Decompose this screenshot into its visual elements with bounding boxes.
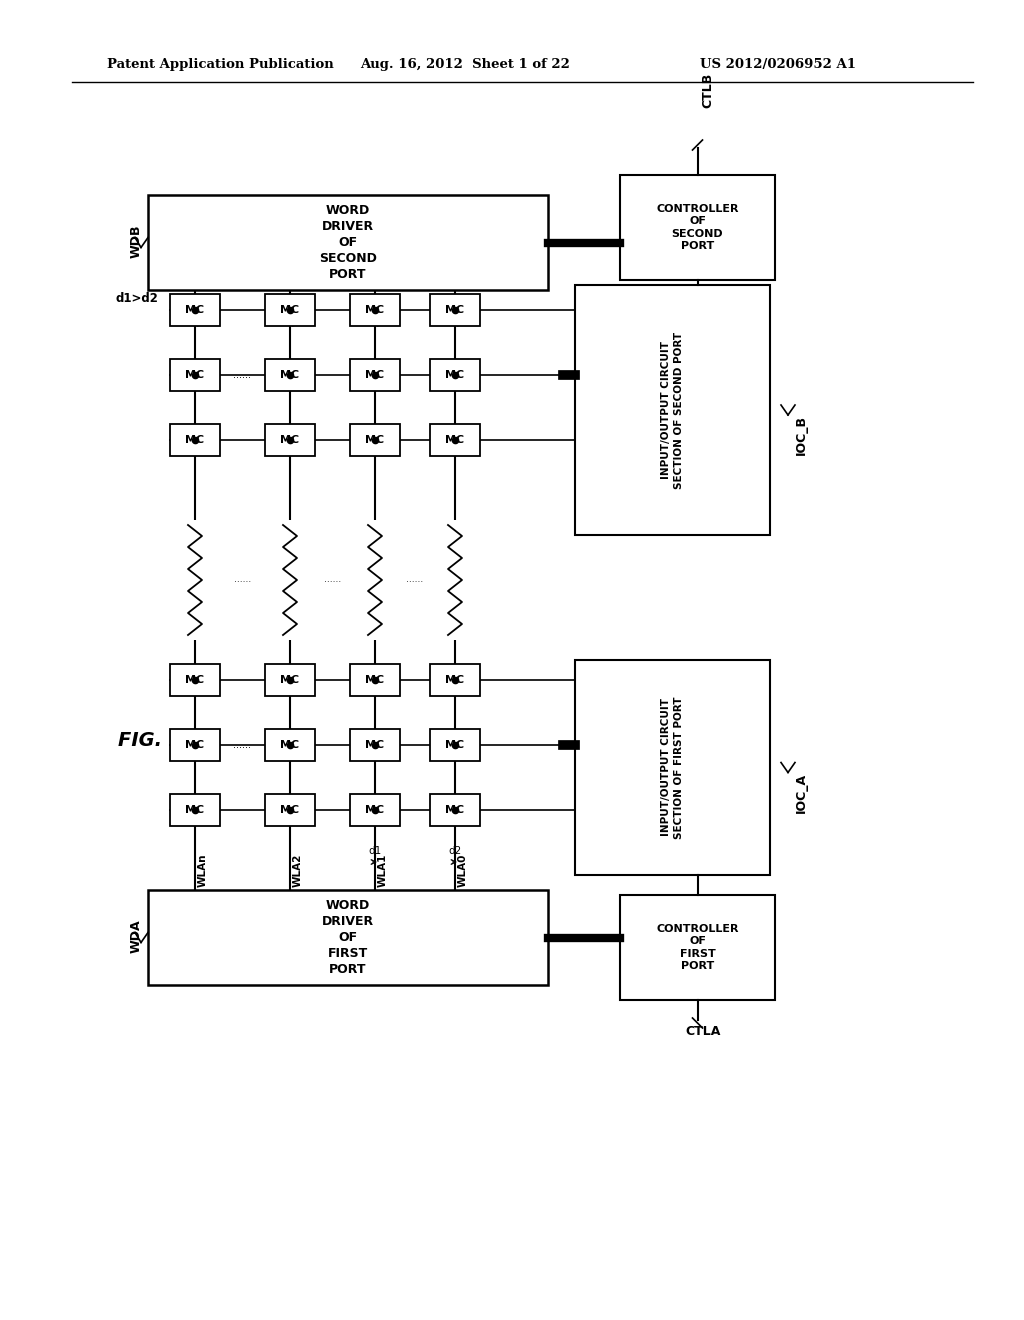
Text: MC: MC xyxy=(445,305,465,315)
Text: CTLA: CTLA xyxy=(685,1026,721,1038)
Text: MC: MC xyxy=(185,741,205,750)
Text: INPUT/OUTPUT CIRCUIT
SECTION OF SECOND PORT: INPUT/OUTPUT CIRCUIT SECTION OF SECOND P… xyxy=(662,331,684,488)
Bar xyxy=(265,795,315,826)
Text: WLA0: WLA0 xyxy=(458,854,468,887)
Text: d2: d2 xyxy=(449,846,462,855)
Bar xyxy=(430,729,480,762)
Text: MC: MC xyxy=(185,436,205,445)
Bar xyxy=(430,795,480,826)
Text: MC: MC xyxy=(445,805,465,814)
Text: Aug. 16, 2012  Sheet 1 of 22: Aug. 16, 2012 Sheet 1 of 22 xyxy=(360,58,570,71)
Text: MC: MC xyxy=(281,305,300,315)
Bar xyxy=(430,359,480,391)
Text: WLA1: WLA1 xyxy=(378,854,388,887)
Bar xyxy=(265,359,315,391)
Text: MC: MC xyxy=(445,741,465,750)
Text: Patent Application Publication: Patent Application Publication xyxy=(106,58,334,71)
Text: MC: MC xyxy=(366,305,385,315)
Text: CONTROLLER
OF
SECOND
PORT: CONTROLLER OF SECOND PORT xyxy=(656,203,738,251)
Text: ......: ...... xyxy=(233,576,251,585)
Bar xyxy=(620,895,775,1001)
Text: IOC_A: IOC_A xyxy=(795,772,808,813)
Bar xyxy=(170,664,220,696)
Bar xyxy=(350,795,400,826)
Text: MC: MC xyxy=(185,675,205,685)
Bar xyxy=(350,729,400,762)
Bar xyxy=(365,520,385,640)
Text: WLB1: WLB1 xyxy=(378,293,388,326)
Text: MC: MC xyxy=(185,805,205,814)
Text: WLAn: WLAn xyxy=(198,854,208,887)
Text: WLBn: WLBn xyxy=(198,293,208,326)
Text: MC: MC xyxy=(445,436,465,445)
Bar xyxy=(430,664,480,696)
Bar xyxy=(350,664,400,696)
Bar xyxy=(265,729,315,762)
Bar xyxy=(170,294,220,326)
Bar xyxy=(350,424,400,455)
Text: IOC_B: IOC_B xyxy=(795,414,808,455)
Text: CTLB: CTLB xyxy=(701,73,715,108)
Text: ......: ...... xyxy=(233,741,252,750)
Text: MC: MC xyxy=(281,675,300,685)
Bar xyxy=(575,285,770,535)
Text: ......: ...... xyxy=(233,370,252,380)
Bar xyxy=(430,424,480,455)
Bar xyxy=(170,795,220,826)
Text: MC: MC xyxy=(185,305,205,315)
Text: ......: ...... xyxy=(324,576,341,585)
Bar xyxy=(148,195,548,290)
Bar xyxy=(430,294,480,326)
Text: MC: MC xyxy=(445,675,465,685)
Bar xyxy=(350,294,400,326)
Bar xyxy=(265,424,315,455)
Text: MC: MC xyxy=(366,741,385,750)
Text: FIG. 1: FIG. 1 xyxy=(118,730,182,750)
Text: INPUT/OUTPUT CIRCUIT
SECTION OF FIRST PORT: INPUT/OUTPUT CIRCUIT SECTION OF FIRST PO… xyxy=(662,696,684,838)
Text: WORD
DRIVER
OF
FIRST
PORT: WORD DRIVER OF FIRST PORT xyxy=(322,899,374,975)
Text: WDA: WDA xyxy=(130,920,143,953)
Bar xyxy=(170,359,220,391)
Text: MC: MC xyxy=(445,370,465,380)
Bar xyxy=(620,176,775,280)
Text: d1>d2: d1>d2 xyxy=(115,292,158,305)
Bar xyxy=(148,890,548,985)
Bar xyxy=(280,520,300,640)
Text: MC: MC xyxy=(366,436,385,445)
Text: WLA2: WLA2 xyxy=(293,854,303,887)
Text: MC: MC xyxy=(281,436,300,445)
Text: MC: MC xyxy=(366,675,385,685)
Text: d1: d1 xyxy=(369,846,382,855)
Text: MC: MC xyxy=(281,370,300,380)
Text: ......: ...... xyxy=(407,576,424,585)
Text: MC: MC xyxy=(366,805,385,814)
Bar xyxy=(170,424,220,455)
Text: MC: MC xyxy=(366,370,385,380)
Text: MC: MC xyxy=(281,741,300,750)
Text: WLB2: WLB2 xyxy=(293,293,303,326)
Bar xyxy=(575,660,770,875)
Bar xyxy=(185,520,205,640)
Text: WORD
DRIVER
OF
SECOND
PORT: WORD DRIVER OF SECOND PORT xyxy=(319,205,377,281)
Bar xyxy=(265,294,315,326)
Bar xyxy=(170,729,220,762)
Text: MC: MC xyxy=(281,805,300,814)
Text: CONTROLLER
OF
FIRST
PORT: CONTROLLER OF FIRST PORT xyxy=(656,924,738,972)
Text: US 2012/0206952 A1: US 2012/0206952 A1 xyxy=(700,58,856,71)
Text: MC: MC xyxy=(185,370,205,380)
Bar xyxy=(265,664,315,696)
Bar xyxy=(445,520,465,640)
Bar xyxy=(350,359,400,391)
Text: WLB0: WLB0 xyxy=(458,293,468,326)
Text: WDB: WDB xyxy=(130,224,143,257)
